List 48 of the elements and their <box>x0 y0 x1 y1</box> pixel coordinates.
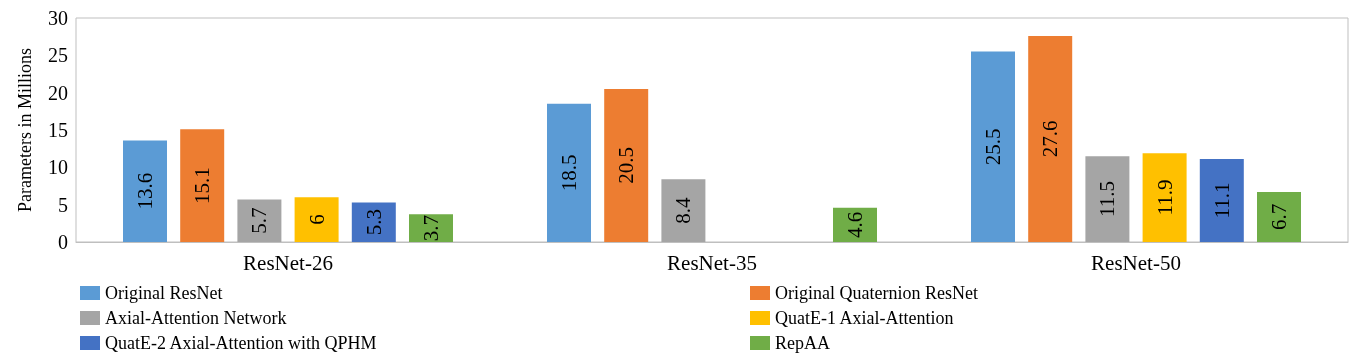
bar <box>604 88 649 242</box>
y-tick-label: 30 <box>48 7 68 29</box>
bar <box>1085 156 1130 242</box>
y-tick-label: 20 <box>48 81 68 104</box>
legend-label: Original Quaternion ResNet <box>775 283 978 303</box>
bar <box>1199 159 1244 242</box>
data-label: 11.9 <box>1152 179 1177 216</box>
bar <box>971 51 1015 242</box>
bar <box>1028 35 1073 242</box>
bar <box>294 197 339 242</box>
bar <box>409 214 453 242</box>
bar <box>1142 153 1187 242</box>
data-label: 11.1 <box>1209 182 1234 219</box>
data-label: 15.1 <box>190 167 215 204</box>
y-tick-label: 25 <box>48 44 68 67</box>
data-label: 8.4 <box>671 197 696 224</box>
bar <box>351 202 396 242</box>
bar <box>1257 191 1301 242</box>
x-tick-label: ResNet-35 <box>667 250 757 275</box>
y-tick-label: 10 <box>48 156 68 179</box>
data-label: 27.6 <box>1038 120 1063 158</box>
data-label: 6.7 <box>1267 203 1291 231</box>
legend-label: Original ResNet <box>105 283 223 303</box>
data-label: 5.7 <box>247 207 272 234</box>
data-label: 5.3 <box>361 209 386 236</box>
data-label: 25.5 <box>981 128 1005 166</box>
x-tick-label: ResNet-26 <box>243 250 333 275</box>
bar <box>180 129 225 242</box>
data-label: 20.5 <box>614 147 639 184</box>
bar <box>123 140 167 242</box>
bar <box>661 179 706 242</box>
data-label: 11.5 <box>1095 181 1120 218</box>
bar <box>547 103 591 242</box>
data-label: 4.6 <box>843 211 867 238</box>
legend-label: QuatE-2 Axial-Attention with QPHM <box>105 333 377 353</box>
legend-label: QuatE-1 Axial-Attention <box>775 308 954 328</box>
y-tick-label: 5 <box>58 193 68 216</box>
y-tick-label: 0 <box>58 231 68 253</box>
y-tick-label: 15 <box>48 119 68 141</box>
bar <box>237 199 282 242</box>
x-tick-label: ResNet-50 <box>1091 250 1181 275</box>
data-label: 3.7 <box>419 215 443 242</box>
legend-label: Axial-Attention Network <box>105 308 287 328</box>
data-label: 6 <box>304 214 329 225</box>
y-axis-title: Parameters in Millions <box>15 48 35 212</box>
legend-label: RepAA <box>775 333 830 353</box>
data-label: 13.6 <box>133 172 157 210</box>
data-label: 18.5 <box>557 154 581 192</box>
